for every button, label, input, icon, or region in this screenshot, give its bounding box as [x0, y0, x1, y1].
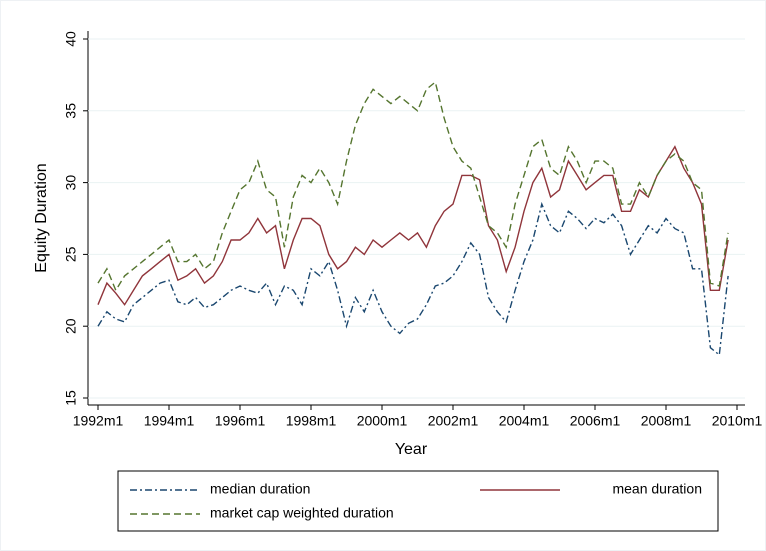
x-tick-label: 1992m1 [73, 413, 124, 429]
series-line [97, 201, 729, 357]
x-axis-title: Year [395, 441, 428, 458]
x-tick-label: 2000m1 [357, 413, 408, 429]
x-tick-label: 2004m1 [499, 413, 550, 429]
legend-box [117, 470, 719, 532]
x-tick-label: 1994m1 [144, 413, 195, 429]
legend-label: median duration [210, 481, 310, 497]
y-axis-title: Equity Duration [33, 163, 50, 272]
x-tick-label: 2006m1 [570, 413, 621, 429]
y-tick-label: 30 [63, 175, 79, 191]
x-tick-label: 2008m1 [641, 413, 692, 429]
legend-label: mean duration [612, 481, 702, 497]
y-tick-label: 15 [63, 390, 79, 406]
legend-label: market cap weighted duration [210, 505, 394, 521]
y-tick-label: 35 [63, 103, 79, 119]
x-tick-label: 1996m1 [215, 413, 266, 429]
y-tick-label: 20 [63, 318, 79, 334]
x-tick-label: 1998m1 [286, 413, 337, 429]
y-tick-label: 25 [63, 246, 79, 262]
x-tick-label: 2002m1 [428, 413, 479, 429]
y-tick-label: 40 [63, 31, 79, 47]
series-line [97, 80, 729, 292]
series-line [97, 145, 729, 306]
x-tick-label: 2010m1 [712, 413, 763, 429]
